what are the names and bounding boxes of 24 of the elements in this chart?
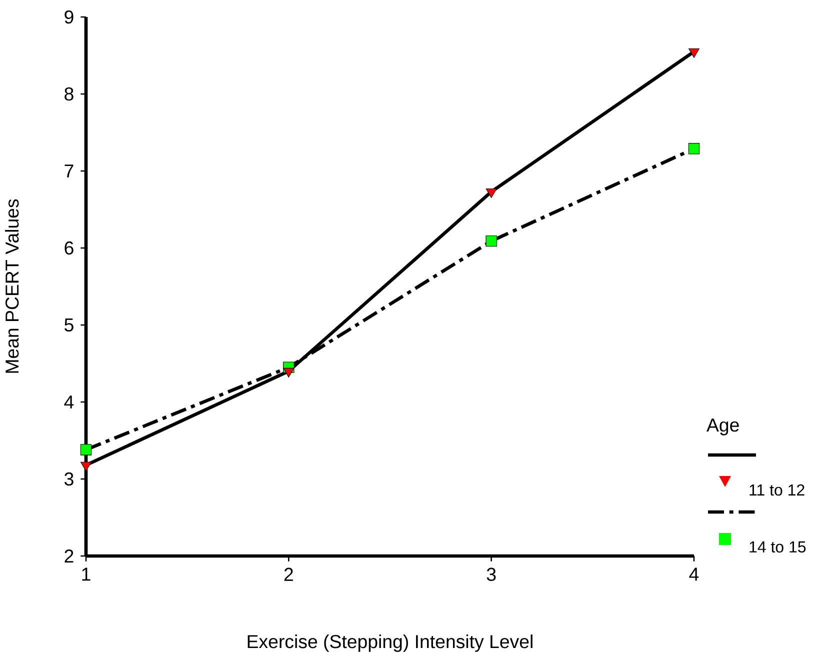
point — [688, 48, 700, 58]
point — [486, 235, 497, 247]
point — [688, 143, 700, 154]
y-tick-label: 5 — [64, 318, 74, 332]
y-tick-label: 2 — [64, 549, 74, 562]
point — [283, 368, 294, 378]
x-tick-label: 4 — [689, 568, 699, 581]
x-tick-label: 1 — [82, 568, 90, 581]
x-tick-label: 2 — [284, 568, 293, 581]
y-axis-title: Mean PCERT Values — [5, 199, 19, 373]
y-tick-label: 6 — [64, 241, 74, 255]
y-tick-label: 3 — [64, 472, 74, 486]
legend-label: 11 to 12 — [750, 484, 804, 496]
x-tick-label: 3 — [486, 568, 496, 582]
point — [80, 462, 92, 472]
point — [80, 444, 92, 456]
y-tick-label: 4 — [64, 396, 74, 408]
point — [486, 188, 497, 198]
legend-label: 14 to 15 — [750, 541, 806, 553]
y-tick-label: 7 — [64, 164, 74, 178]
legend-title: Age — [706, 418, 739, 436]
y-tick-label: 9 — [64, 10, 74, 24]
y-tick-label: 8 — [64, 87, 74, 101]
x-axis-title: Exercise (Stepping) Intensity Level — [248, 634, 532, 652]
